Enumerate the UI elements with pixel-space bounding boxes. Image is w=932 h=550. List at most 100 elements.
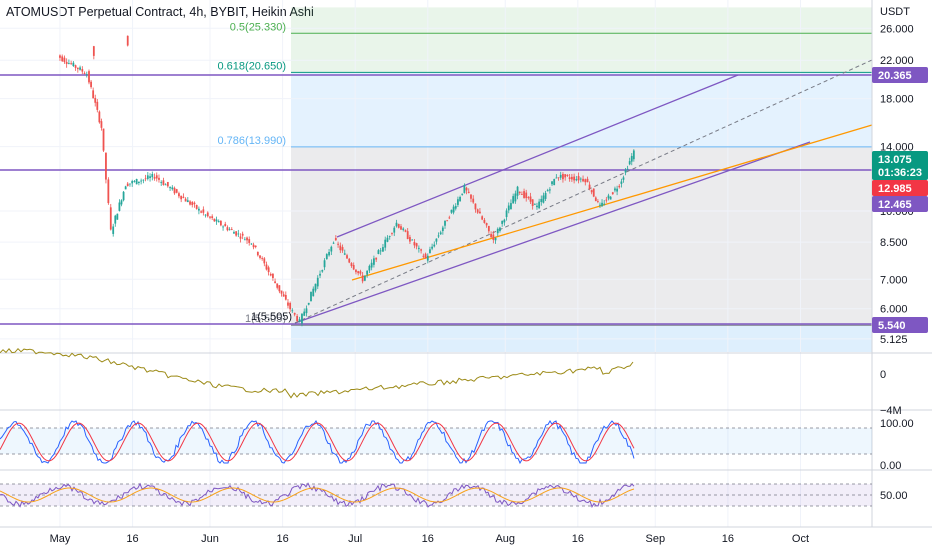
candle-body bbox=[248, 239, 251, 243]
candle-body bbox=[630, 156, 633, 162]
price-tag-text: 20.365 bbox=[878, 70, 912, 82]
candle-body bbox=[126, 183, 129, 187]
candle-body bbox=[400, 226, 402, 230]
candle-body bbox=[446, 220, 449, 222]
candle-body bbox=[67, 63, 70, 64]
candle-body bbox=[470, 194, 472, 199]
candle-body bbox=[269, 273, 272, 276]
candle-body bbox=[186, 200, 189, 203]
candle-body bbox=[195, 204, 198, 209]
time-tick: Jun bbox=[201, 533, 219, 545]
candle-body bbox=[507, 205, 510, 211]
candle-body bbox=[411, 239, 414, 241]
candle-body bbox=[70, 63, 73, 65]
candle-body bbox=[259, 255, 261, 258]
candle-body bbox=[420, 249, 422, 251]
price-tick: 22.000 bbox=[880, 55, 914, 67]
candle-body bbox=[274, 281, 276, 284]
price-tick: 26.000 bbox=[880, 23, 914, 35]
price-tick: 5.125 bbox=[880, 334, 908, 346]
candle-body bbox=[85, 74, 88, 76]
candle-body bbox=[182, 196, 185, 198]
candle-body bbox=[341, 247, 344, 251]
rsi-ma-line bbox=[0, 487, 635, 503]
candle-body bbox=[490, 233, 492, 238]
time-tick: Oct bbox=[792, 533, 809, 545]
candle-body bbox=[559, 174, 562, 178]
candle-body bbox=[503, 219, 506, 223]
candle-body bbox=[237, 233, 240, 235]
time-tick: 16 bbox=[276, 533, 288, 545]
candle-body bbox=[379, 250, 382, 252]
candle-body bbox=[166, 182, 169, 187]
candle-body bbox=[112, 226, 115, 234]
candle-body bbox=[481, 216, 484, 220]
candle-body bbox=[109, 207, 112, 230]
candle-body bbox=[361, 275, 364, 282]
fib-zone-blue bbox=[291, 72, 872, 147]
candle-body bbox=[90, 81, 92, 88]
candle-body bbox=[417, 247, 420, 249]
candle-body bbox=[448, 217, 451, 219]
candle-body bbox=[601, 202, 603, 207]
candle-body bbox=[149, 176, 151, 179]
candle-body bbox=[65, 61, 68, 65]
candle-body bbox=[384, 239, 387, 248]
channel-median-line bbox=[294, 59, 873, 324]
candle-body bbox=[525, 192, 528, 199]
fib-label: 0.786(13.990) bbox=[218, 135, 287, 147]
candle-body bbox=[501, 220, 504, 224]
candle-body bbox=[126, 35, 129, 46]
candle-body bbox=[346, 255, 348, 259]
candle-body bbox=[146, 175, 149, 179]
candle-body bbox=[276, 283, 279, 288]
candle-body bbox=[450, 209, 453, 213]
candle-body bbox=[485, 222, 488, 226]
candle-body bbox=[402, 228, 405, 230]
candle-body bbox=[527, 197, 530, 198]
candle-body bbox=[246, 237, 248, 241]
candle-body bbox=[452, 206, 455, 213]
candle-body bbox=[137, 181, 140, 183]
candle-body bbox=[363, 275, 366, 281]
candle-body bbox=[422, 255, 425, 257]
candle-body bbox=[368, 265, 371, 271]
price-tag-text: 12.465 bbox=[878, 199, 912, 211]
candle-body bbox=[536, 205, 538, 208]
candle-body bbox=[566, 174, 569, 176]
candle-body bbox=[301, 313, 303, 324]
candle-body bbox=[334, 238, 337, 241]
candle-body bbox=[312, 288, 315, 297]
candle-body bbox=[375, 257, 378, 260]
candle-body bbox=[92, 90, 95, 99]
candle-body bbox=[224, 223, 227, 227]
candle-body bbox=[191, 201, 194, 206]
price-tick: 6.000 bbox=[880, 304, 908, 316]
candle-body bbox=[158, 177, 160, 180]
candle-body bbox=[516, 186, 519, 196]
candle-body bbox=[92, 46, 95, 56]
candle-body bbox=[267, 267, 270, 273]
candle-body bbox=[461, 193, 464, 195]
candle-body bbox=[494, 237, 497, 241]
candle-body bbox=[616, 188, 618, 192]
candle-body bbox=[592, 188, 595, 197]
candle-body bbox=[228, 229, 231, 231]
candle-body bbox=[474, 203, 477, 210]
candle-body bbox=[252, 244, 255, 248]
candle-body bbox=[465, 187, 468, 191]
candle-body bbox=[100, 121, 103, 128]
candle-body bbox=[512, 196, 515, 204]
time-tick: Aug bbox=[495, 533, 515, 545]
candle-body bbox=[153, 177, 156, 179]
candle-body bbox=[198, 208, 200, 211]
candle-body bbox=[557, 177, 560, 179]
candle-body bbox=[357, 271, 360, 274]
price-tag-text: 01:36:23 bbox=[878, 167, 922, 179]
candle-body bbox=[81, 69, 84, 72]
candle-body bbox=[142, 179, 145, 181]
time-tick: 16 bbox=[722, 533, 734, 545]
candle-body bbox=[577, 176, 580, 181]
candle-body bbox=[337, 243, 339, 245]
